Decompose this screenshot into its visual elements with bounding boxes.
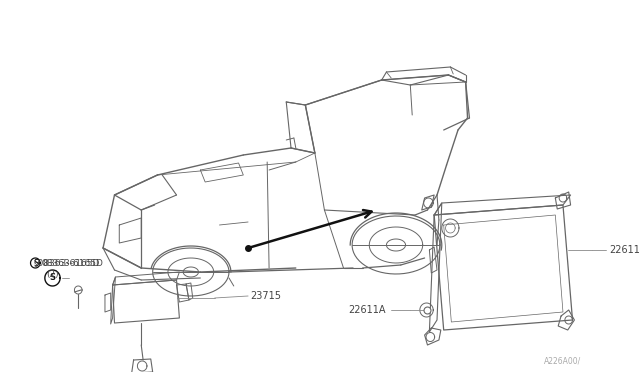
Text: S: S bbox=[33, 259, 38, 267]
Text: 22611A: 22611A bbox=[348, 305, 385, 315]
Text: §08363-6165D: §08363-6165D bbox=[33, 259, 100, 267]
Text: A226A00/: A226A00/ bbox=[544, 356, 581, 365]
Text: 23715: 23715 bbox=[250, 291, 281, 301]
Text: (2): (2) bbox=[46, 270, 58, 279]
Text: S: S bbox=[49, 273, 56, 282]
Text: 08363-6165D: 08363-6165D bbox=[41, 259, 103, 267]
Text: 22611: 22611 bbox=[609, 245, 639, 255]
